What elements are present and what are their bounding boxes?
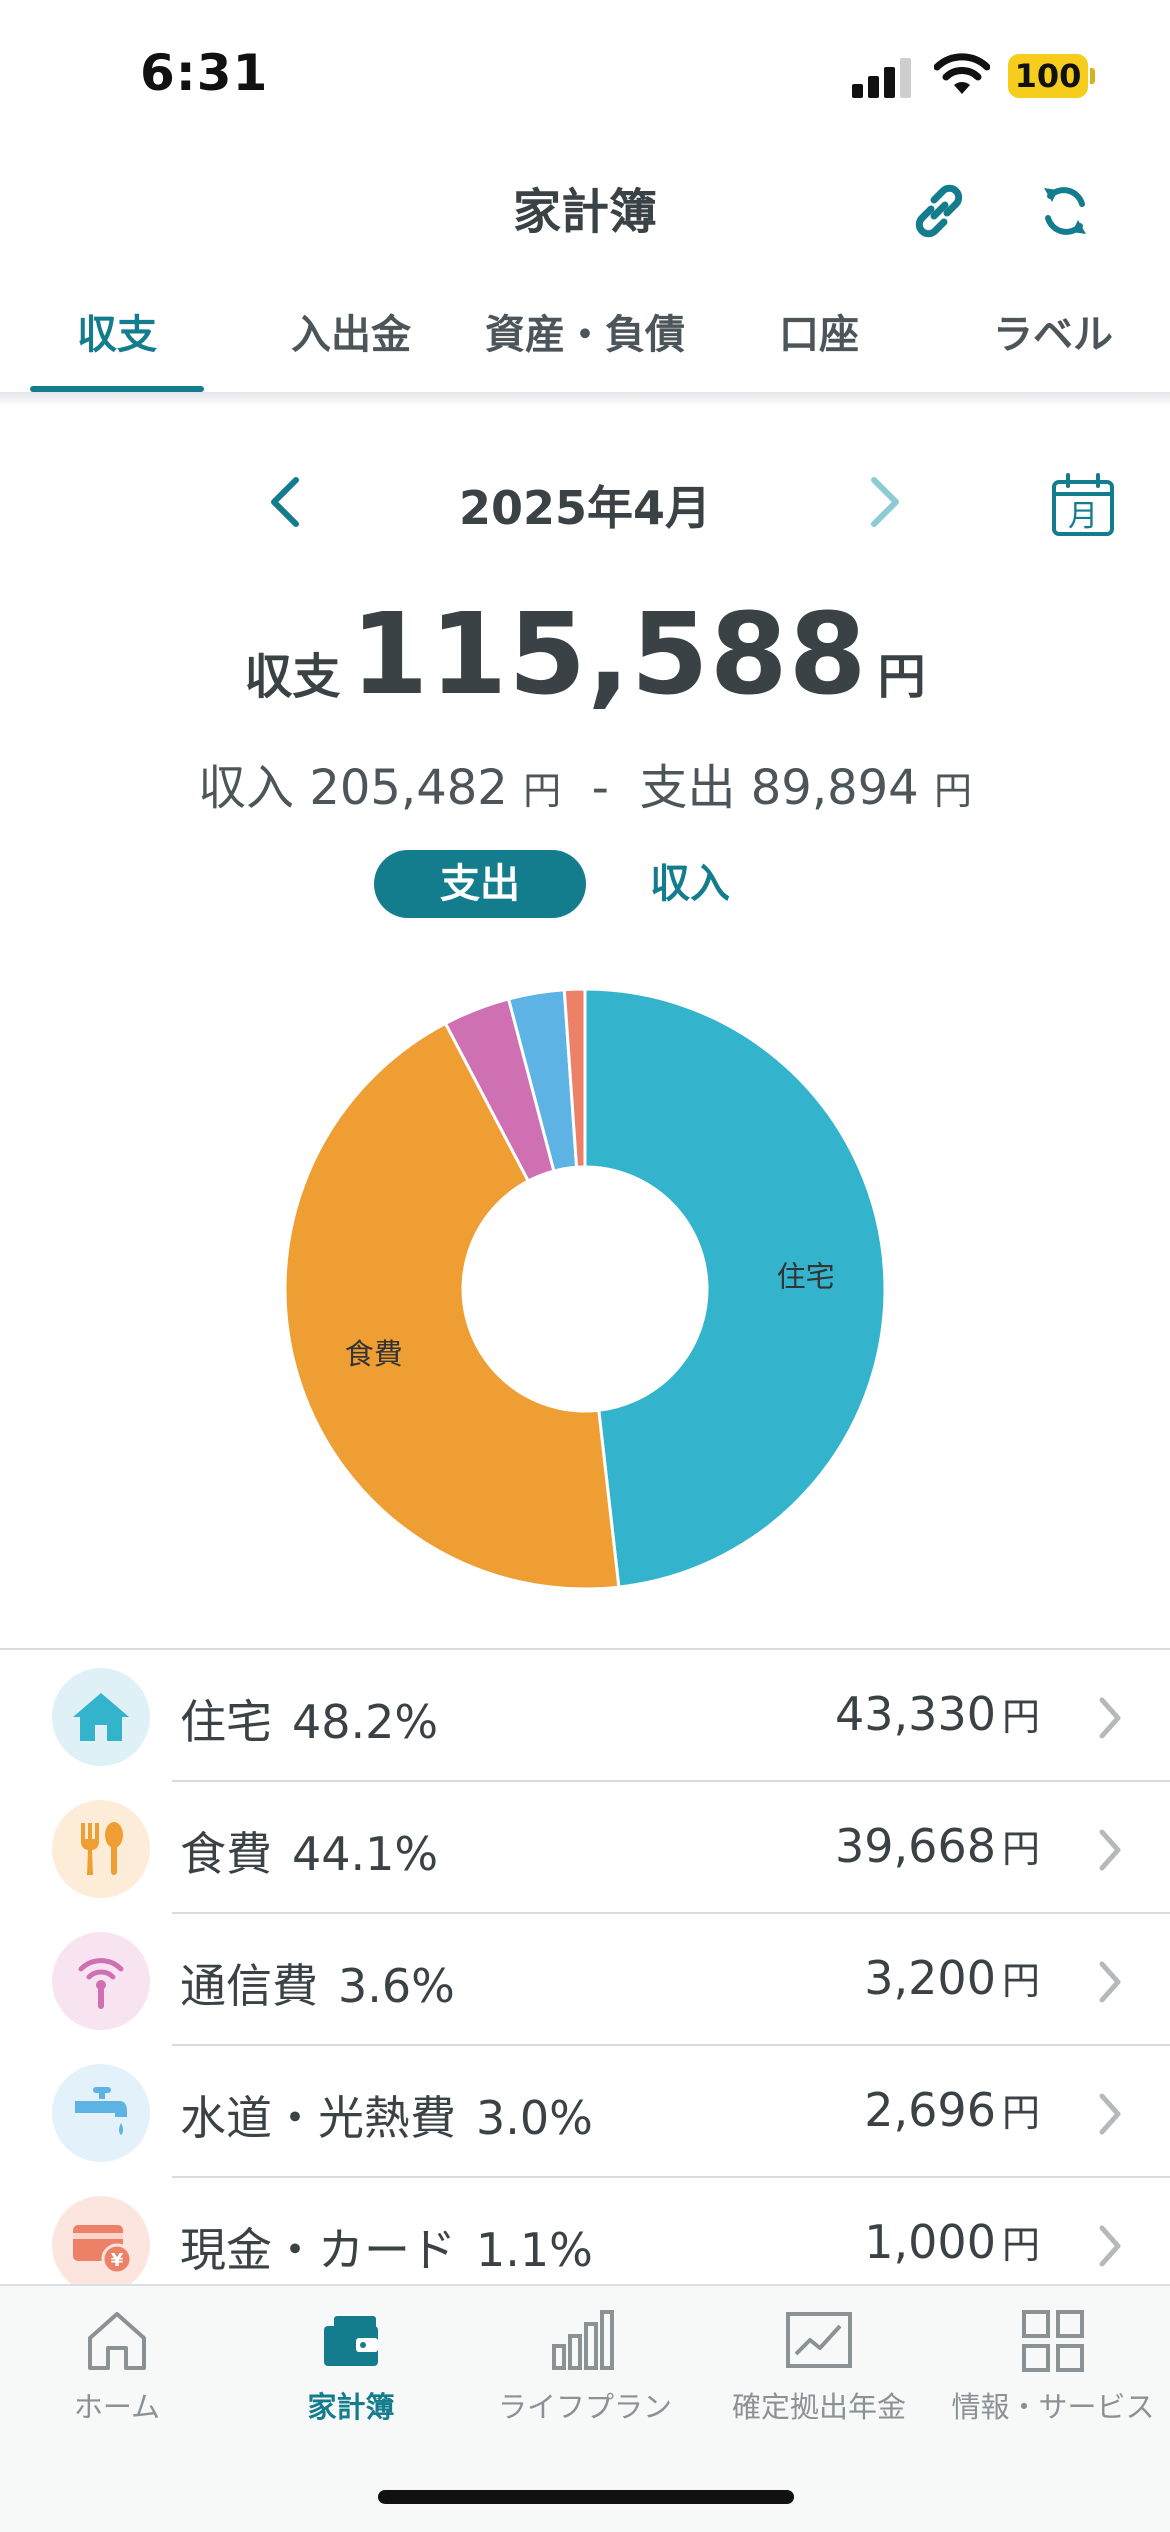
- faucet-icon: [75, 2087, 127, 2135]
- tab-divider: [0, 392, 1170, 406]
- minus-sign: -: [591, 760, 609, 816]
- link-icon[interactable]: [904, 176, 974, 246]
- category-amount: 39,668 円: [835, 1819, 1040, 1873]
- nav-household-book[interactable]: 家計簿: [234, 2306, 468, 2426]
- category-name: 食費 44.1%: [180, 1827, 439, 1881]
- category-row-cash-card[interactable]: ¥ 現金・カード 1.1% 1,000 円: [0, 2178, 1170, 2310]
- toggle-income-button[interactable]: 収入: [650, 861, 730, 907]
- chevron-right-icon: [1099, 1697, 1121, 1739]
- nav-label: 確定拠出年金: [731, 2390, 906, 2424]
- wallet-icon: [324, 2316, 378, 2366]
- category-list: 住宅 48.2% 43,330 円 食費 44.1% 39,668 円 通信費 3.6% …: [0, 1648, 1170, 2310]
- expense-amount: 89,894: [750, 760, 919, 816]
- tab-labels[interactable]: ラベル: [993, 312, 1113, 358]
- chevron-right-icon[interactable]: [862, 472, 908, 532]
- status-time: 6:31: [140, 44, 269, 102]
- status-bar: 6:31 100: [0, 0, 1170, 150]
- category-row-utilities[interactable]: 水道・光熱費 3.0% 2,696 円: [0, 2046, 1170, 2178]
- income-unit: 円: [523, 769, 562, 813]
- fork-spoon-icon: [81, 1822, 123, 1875]
- grid-icon: [1022, 2310, 1084, 2372]
- nav-pension[interactable]: 確定拠出年金: [702, 2306, 936, 2426]
- wifi-icon: [934, 53, 990, 94]
- calendar-label: 月: [1068, 499, 1098, 534]
- month-label: 2025年4月: [458, 481, 712, 535]
- balance-amount: 115,588: [350, 590, 868, 720]
- donut-slice-label: 住宅: [777, 1260, 835, 1294]
- expense-donut-chart: 住宅食費: [280, 984, 890, 1594]
- category-row-communication[interactable]: 通信費 3.6% 3,200 円: [0, 1914, 1170, 2046]
- nav-life-plan[interactable]: ライフプラン: [468, 2306, 702, 2426]
- house-icon: [73, 1693, 129, 1741]
- cellular-signal-icon: [852, 58, 911, 98]
- antenna-icon: [78, 1958, 124, 2009]
- nav-label: 家計簿: [307, 2390, 395, 2424]
- category-icon-bg: [52, 2064, 150, 2162]
- category-amount: 43,330 円: [835, 1687, 1040, 1741]
- home-indicator: [378, 2490, 794, 2504]
- nav-label: ホーム: [73, 2390, 161, 2424]
- balance-label: 収支: [244, 649, 341, 705]
- balance-unit: 円: [877, 649, 926, 705]
- chevron-right-icon: [1099, 2225, 1121, 2267]
- category-amount: 3,200 円: [864, 1951, 1040, 2005]
- category-amount: 1,000 円: [864, 2215, 1040, 2269]
- calendar-icon[interactable]: 月: [1050, 472, 1116, 538]
- category-name: 住宅 48.2%: [180, 1695, 439, 1749]
- line-chart-icon: [786, 2312, 852, 2368]
- category-amount: 2,696 円: [864, 2083, 1040, 2137]
- income-expense-breakdown: 収入 205,482 円 - 支出 89,894 円: [0, 748, 1170, 818]
- income-label: 収入: [198, 760, 295, 816]
- bottom-nav: ホーム 家計簿 ライフプラン 確定拠出年金: [0, 2284, 1170, 2532]
- category-name: 通信費 3.6%: [180, 1959, 455, 2013]
- category-icon-bg: [52, 1800, 150, 1898]
- donut-slice: [583, 987, 887, 1589]
- category-row-housing[interactable]: 住宅 48.2% 43,330 円: [0, 1650, 1170, 1782]
- chevron-right-icon: [1099, 1961, 1121, 2003]
- donut-slice: [283, 1021, 621, 1591]
- sync-icon[interactable]: [1030, 176, 1100, 246]
- category-icon-bg: ¥: [52, 2196, 150, 2294]
- category-row-food[interactable]: 食費 44.1% 39,668 円: [0, 1782, 1170, 1914]
- battery-cap: [1090, 68, 1095, 84]
- nav-label: ライフプラン: [497, 2390, 672, 2424]
- card-yen-icon: ¥: [73, 2225, 133, 2275]
- tab-assets-liabilities[interactable]: 資産・負債: [485, 312, 685, 358]
- battery-indicator: 100: [1008, 54, 1088, 98]
- category-icon-bg: [52, 1932, 150, 2030]
- income-amount: 205,482: [309, 760, 508, 816]
- tab-bar: 収支 入出金 資産・負債 口座 ラベル: [0, 290, 1170, 392]
- bar-chart-icon: [552, 2310, 614, 2370]
- category-icon-bg: [52, 1668, 150, 1766]
- chevron-right-icon: [1099, 2093, 1121, 2135]
- donut-slice-label: 食費: [345, 1337, 403, 1371]
- donut-slice: [562, 987, 587, 1169]
- toggle-expense-button[interactable]: 支出: [374, 850, 586, 918]
- nav-home[interactable]: ホーム: [0, 2306, 234, 2426]
- category-name: 水道・光熱費 3.0%: [180, 2091, 593, 2145]
- tab-transactions[interactable]: 入出金: [291, 312, 411, 358]
- page-title: 家計簿: [512, 184, 657, 240]
- expense-unit: 円: [933, 769, 972, 813]
- chevron-right-icon: [1099, 1829, 1121, 1871]
- svg-text:¥: ¥: [111, 2250, 124, 2271]
- nav-label: 情報・サービス: [951, 2390, 1155, 2424]
- expense-label: 支出: [639, 760, 736, 816]
- balance-summary: 収支115,588 円: [0, 590, 1170, 720]
- home-icon: [88, 2312, 146, 2370]
- nav-info-services[interactable]: 情報・サービス: [936, 2306, 1170, 2426]
- tab-accounts[interactable]: 口座: [779, 312, 859, 358]
- chevron-left-icon[interactable]: [262, 472, 308, 532]
- category-name: 現金・カード 1.1%: [180, 2223, 593, 2277]
- tab-income-expense[interactable]: 収支: [0, 290, 234, 392]
